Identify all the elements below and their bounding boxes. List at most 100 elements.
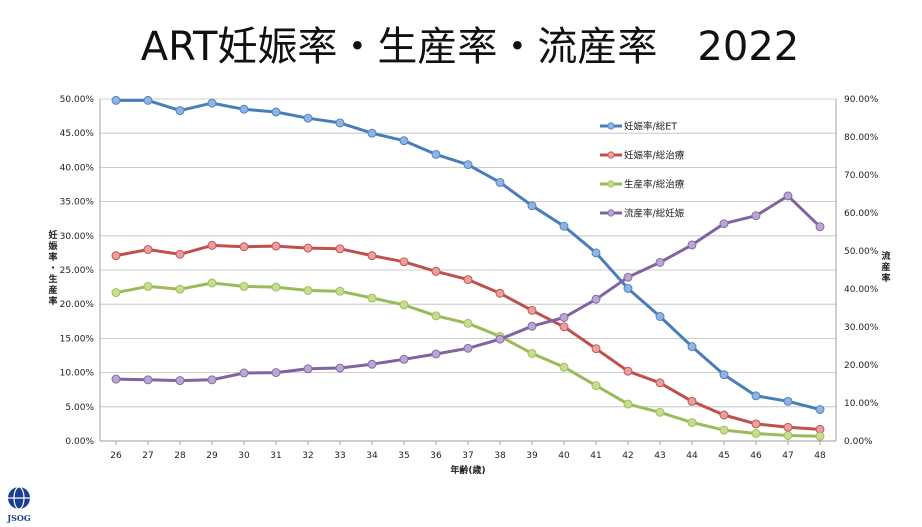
data-point xyxy=(815,222,825,232)
data-point xyxy=(655,312,665,321)
x-tick-label: 37 xyxy=(462,451,473,461)
data-point xyxy=(303,113,313,123)
x-tick-label: 31 xyxy=(270,451,281,461)
y-tick-label-left: 25.00% xyxy=(60,266,95,276)
y-axis-label-left-char: 生 xyxy=(48,273,57,285)
y-axis-label-left: 妊娠率・生産率 xyxy=(48,229,58,307)
logo-text: JSOG xyxy=(6,513,31,523)
data-point xyxy=(207,375,217,385)
data-point xyxy=(591,381,601,391)
x-tick-label: 30 xyxy=(238,451,250,461)
y-tick-label-left: 45.00% xyxy=(60,129,95,139)
data-point xyxy=(175,284,185,294)
data-point xyxy=(111,251,121,261)
data-point xyxy=(207,278,217,288)
y-tick-label-right: 40.00% xyxy=(844,285,879,295)
y-axis-label-left-char: 産 xyxy=(48,284,57,296)
x-tick-label: 33 xyxy=(334,451,345,461)
data-point xyxy=(399,257,409,267)
y-tick-label-right: 20.00% xyxy=(844,361,879,371)
data-point xyxy=(623,272,633,282)
data-point xyxy=(175,376,185,386)
y-tick-label-left: 30.00% xyxy=(60,232,95,242)
legend-marker xyxy=(607,151,615,159)
data-point xyxy=(751,211,761,221)
data-point xyxy=(687,240,697,250)
data-point xyxy=(463,318,473,328)
data-point xyxy=(719,219,729,229)
data-point xyxy=(367,128,377,138)
y-tick-label-right: 70.00% xyxy=(844,171,879,181)
data-point xyxy=(335,118,345,128)
data-point xyxy=(719,370,729,380)
data-point xyxy=(623,399,633,409)
x-tick-label: 48 xyxy=(814,451,826,461)
series-layer xyxy=(111,95,825,441)
x-tick-label: 42 xyxy=(622,451,633,461)
data-point xyxy=(367,359,377,369)
data-point xyxy=(783,191,793,201)
data-point xyxy=(367,251,377,261)
y-tick-label-right: 0.00% xyxy=(844,437,873,447)
data-point xyxy=(239,368,249,378)
data-point xyxy=(431,149,441,159)
data-point xyxy=(239,104,249,114)
data-point xyxy=(655,378,665,388)
data-point xyxy=(591,248,601,258)
data-point xyxy=(303,286,313,295)
data-point xyxy=(527,305,537,315)
x-tick-label: 39 xyxy=(526,451,538,461)
series-line xyxy=(115,281,821,438)
legend-marker xyxy=(607,209,615,217)
data-point xyxy=(463,343,473,353)
data-point xyxy=(591,294,601,304)
x-tick-label: 32 xyxy=(302,451,313,461)
data-point xyxy=(687,418,697,427)
x-tick-label: 36 xyxy=(430,451,442,461)
data-point xyxy=(271,241,281,251)
data-point xyxy=(111,288,121,298)
data-point xyxy=(527,348,537,358)
data-point xyxy=(815,431,825,441)
y-tick-label-left: 5.00% xyxy=(65,403,94,413)
data-point xyxy=(495,334,505,344)
y-axis-label-left-char: 率 xyxy=(48,295,57,307)
data-point xyxy=(303,243,313,253)
data-point xyxy=(559,322,569,332)
y-tick-label-right: 90.00% xyxy=(844,95,879,105)
x-tick-label: 44 xyxy=(686,451,698,461)
data-point xyxy=(111,374,121,384)
data-point xyxy=(495,177,505,187)
y-tick-label-right: 50.00% xyxy=(844,247,879,257)
x-tick-label: 41 xyxy=(590,451,601,461)
data-point xyxy=(463,275,473,285)
y-tick-label-left: 50.00% xyxy=(60,95,95,105)
data-point xyxy=(271,107,281,117)
series-line xyxy=(115,194,822,383)
legend-label: 生産率/総治療 xyxy=(624,179,685,191)
y-tick-label-right: 30.00% xyxy=(844,323,879,333)
y-tick-label-right: 10.00% xyxy=(844,399,879,409)
data-point xyxy=(207,98,217,108)
legend-label: 流産率/総妊娠 xyxy=(624,208,685,220)
y-axis-label-right-char: 率 xyxy=(881,272,890,284)
y-axis-label-left-char: ・ xyxy=(48,264,57,274)
data-point xyxy=(239,242,249,252)
data-point xyxy=(687,396,697,406)
data-point xyxy=(271,282,281,292)
series-line xyxy=(115,243,821,431)
data-point xyxy=(719,410,729,420)
x-tick-label: 40 xyxy=(558,451,570,461)
data-point xyxy=(751,391,761,401)
data-point xyxy=(335,244,345,254)
data-point xyxy=(559,313,569,322)
y-tick-label-left: 40.00% xyxy=(60,163,95,173)
data-point xyxy=(303,364,313,374)
data-point xyxy=(623,284,633,293)
data-point xyxy=(143,281,153,291)
legend-label: 妊娠率/総ET xyxy=(624,121,677,133)
y-axis-label-right-char: 産 xyxy=(881,261,890,273)
